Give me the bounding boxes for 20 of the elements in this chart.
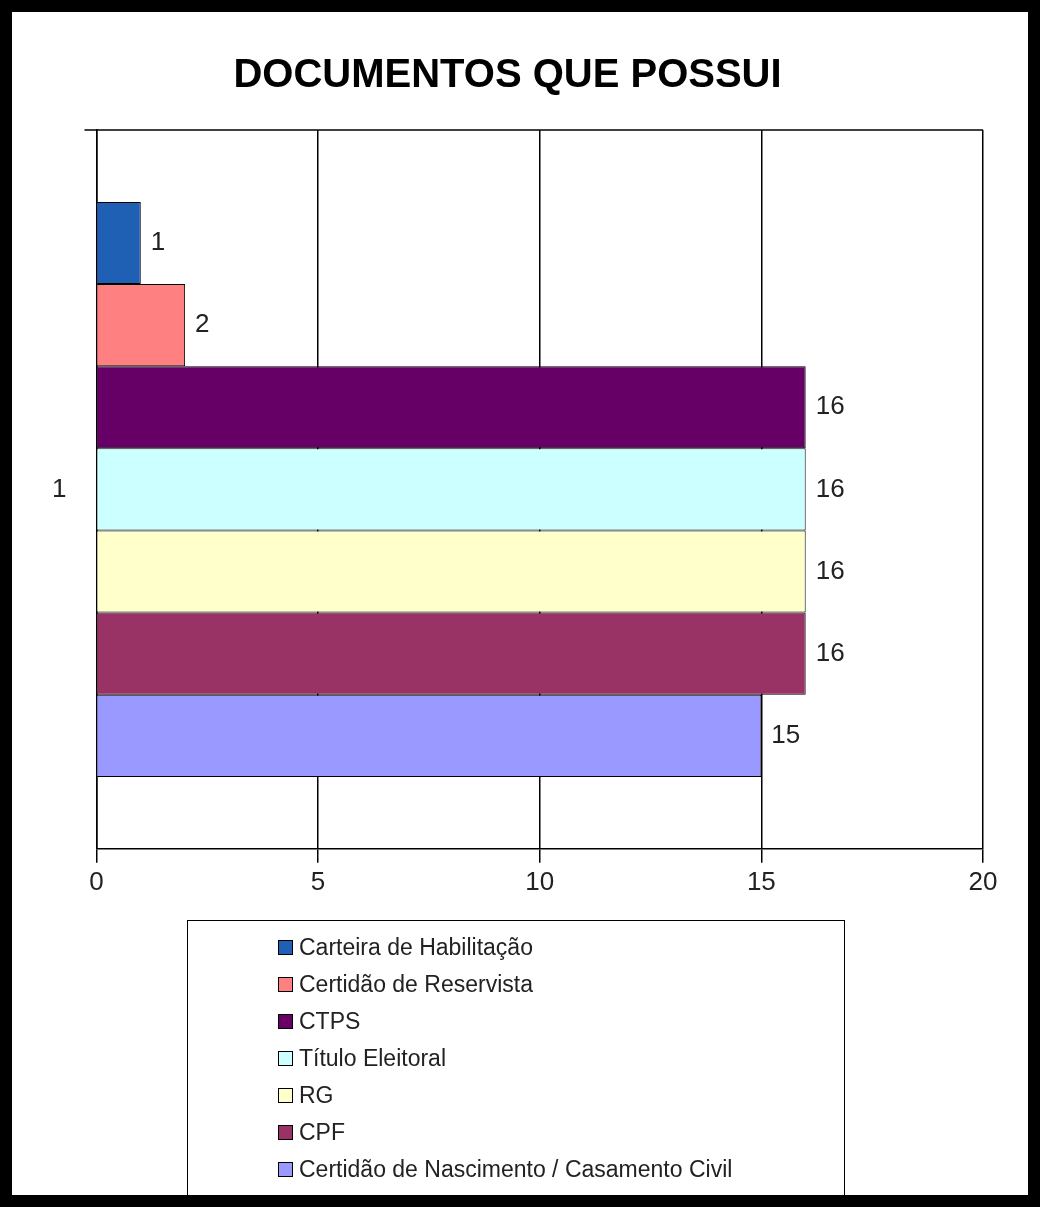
legend-label: Certidão de Nascimento / Casamento Civil xyxy=(299,1156,733,1183)
data-label: 1 xyxy=(150,226,166,257)
data-label: 16 xyxy=(815,472,845,503)
legend-label: CPF xyxy=(299,1119,345,1146)
legend-label: Título Eleitoral xyxy=(299,1045,447,1072)
chart-title: DOCUMENTOS QUE POSSUI xyxy=(233,51,782,96)
data-label: 16 xyxy=(815,390,845,421)
legend-label: RG xyxy=(299,1082,334,1109)
data-label: 16 xyxy=(815,636,845,667)
legend-label: CTPS xyxy=(299,1008,361,1035)
data-label: 16 xyxy=(815,554,845,585)
legend-label: Certidão de Reservista xyxy=(299,971,533,998)
legend-label: Carteira de Habilitação xyxy=(299,934,533,961)
x-tick-label: 15 xyxy=(746,865,776,896)
x-tick-label: 5 xyxy=(310,865,326,896)
data-label: 15 xyxy=(771,719,801,750)
x-tick-label: 20 xyxy=(968,865,998,896)
x-tick-label: 0 xyxy=(89,865,104,896)
x-tick-label: 10 xyxy=(525,865,555,896)
data-label: 2 xyxy=(195,308,210,339)
